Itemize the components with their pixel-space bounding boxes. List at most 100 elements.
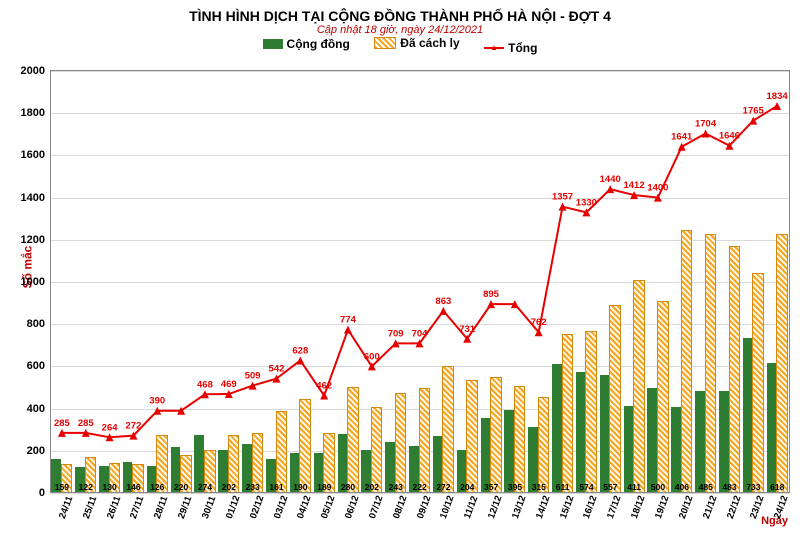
bar-group: 14/12315: [527, 71, 551, 493]
legend-swatch-isolated: [374, 37, 396, 49]
x-tick-label: 25/11: [81, 495, 99, 521]
bar-group: 02/12233: [241, 71, 265, 493]
community-value-label: 126: [145, 482, 169, 492]
bar-group: 25/11122: [74, 71, 98, 493]
bar-isolated: [371, 407, 383, 493]
community-value-label: 159: [50, 482, 74, 492]
bar-isolated: [490, 377, 502, 493]
bar-group: 22/12483: [718, 71, 742, 493]
x-tick-label: 02/12: [248, 494, 266, 520]
x-tick-label: 04/12: [295, 494, 313, 520]
x-tick-label: 07/12: [367, 494, 385, 520]
bar-group: 16/12574: [575, 71, 599, 493]
community-value-label: 315: [527, 482, 551, 492]
x-tick-label: 16/12: [582, 494, 600, 520]
x-tick-label: 11/12: [462, 495, 480, 521]
gridline: [50, 493, 789, 494]
bar-community: [743, 338, 753, 493]
x-tick-label: 26/11: [105, 495, 123, 521]
legend-isolated: Đã cách ly: [374, 36, 459, 50]
community-value-label: 189: [312, 482, 336, 492]
y-tick-label: 0: [10, 487, 45, 499]
bar-community: [671, 407, 681, 493]
bar-isolated: [609, 305, 621, 493]
community-value-label: 204: [455, 482, 479, 492]
bar-isolated: [347, 387, 359, 493]
x-tick-label: 30/11: [200, 495, 218, 521]
bar-group: 24/11159: [50, 71, 74, 493]
x-tick-label: 10/12: [438, 494, 456, 520]
y-tick-label: 1800: [10, 107, 45, 119]
y-tick-label: 600: [10, 360, 45, 372]
legend-swatch-total: [484, 47, 504, 49]
community-value-label: 202: [217, 482, 241, 492]
bar-isolated: [705, 234, 717, 493]
community-value-label: 406: [670, 482, 694, 492]
bar-group: 27/11146: [122, 71, 146, 493]
chart-subtitle: Cập nhật 18 giờ, ngày 24/12/2021: [0, 24, 800, 36]
bar-isolated: [466, 380, 478, 493]
bar-group: 04/12190: [288, 71, 312, 493]
y-tick-label: 2000: [10, 65, 45, 77]
bar-isolated: [752, 273, 764, 493]
x-tick-label: 24/11: [57, 495, 75, 521]
community-value-label: 485: [694, 482, 718, 492]
y-tick-label: 400: [10, 403, 45, 415]
chart-titles: TÌNH HÌNH DỊCH TẠI CỘNG ĐỒNG THÀNH PHỐ H…: [0, 0, 800, 36]
x-tick-label: 15/12: [558, 494, 576, 520]
community-value-label: 272: [432, 482, 456, 492]
bar-community: [719, 391, 729, 493]
bar-group: 19/12500: [646, 71, 670, 493]
bar-community: [695, 391, 705, 493]
community-value-label: 733: [741, 482, 765, 492]
bar-isolated: [442, 366, 454, 493]
bar-group: 08/12243: [384, 71, 408, 493]
x-tick-label: 08/12: [391, 494, 409, 520]
y-tick-label: 1400: [10, 192, 45, 204]
community-value-label: 395: [503, 482, 527, 492]
legend-community: Cộng đồng: [263, 37, 350, 51]
bar-group: 28/11126: [145, 71, 169, 493]
community-value-label: 202: [360, 482, 384, 492]
community-value-label: 483: [718, 482, 742, 492]
community-value-label: 146: [122, 482, 146, 492]
bar-isolated: [514, 386, 526, 494]
bar-community: [552, 364, 562, 493]
bar-isolated: [299, 399, 311, 493]
bar-community: [647, 388, 657, 494]
bar-group: 26/11130: [98, 71, 122, 493]
community-value-label: 557: [598, 482, 622, 492]
bar-group: 07/12202: [360, 71, 384, 493]
x-tick-label: 01/12: [224, 494, 242, 520]
bar-isolated: [776, 234, 788, 493]
plot-area: 0200400600800100012001400160018002000 24…: [50, 70, 790, 493]
community-value-label: 190: [288, 482, 312, 492]
bar-isolated: [633, 280, 645, 493]
bars-container: 24/1115925/1112226/1113027/1114628/11126…: [50, 71, 789, 493]
x-tick-label: 21/12: [701, 494, 719, 520]
x-tick-label: 18/12: [629, 494, 647, 520]
covid-hanoi-chart: TÌNH HÌNH DỊCH TẠI CỘNG ĐỒNG THÀNH PHỐ H…: [0, 0, 800, 533]
bar-group: 24/12618: [765, 71, 789, 493]
bar-group: 03/12161: [265, 71, 289, 493]
community-value-label: 611: [551, 482, 575, 492]
x-tick-label: 03/12: [272, 494, 290, 520]
community-value-label: 618: [765, 482, 789, 492]
bar-group: 18/12411: [622, 71, 646, 493]
bar-group: 30/11274: [193, 71, 217, 493]
community-value-label: 357: [479, 482, 503, 492]
bar-isolated: [276, 411, 288, 493]
bar-group: 12/12357: [479, 71, 503, 493]
bar-community: [504, 410, 514, 493]
bar-isolated: [562, 334, 574, 493]
y-tick-label: 1600: [10, 149, 45, 161]
community-value-label: 233: [241, 482, 265, 492]
chart-title: TÌNH HÌNH DỊCH TẠI CỘNG ĐỒNG THÀNH PHỐ H…: [0, 8, 800, 24]
bar-isolated: [538, 397, 550, 493]
x-tick-label: 09/12: [415, 494, 433, 520]
y-tick-label: 200: [10, 445, 45, 457]
community-value-label: 220: [169, 482, 193, 492]
community-value-label: 411: [622, 482, 646, 492]
community-value-label: 222: [408, 482, 432, 492]
y-tick-label: 1200: [10, 234, 45, 246]
